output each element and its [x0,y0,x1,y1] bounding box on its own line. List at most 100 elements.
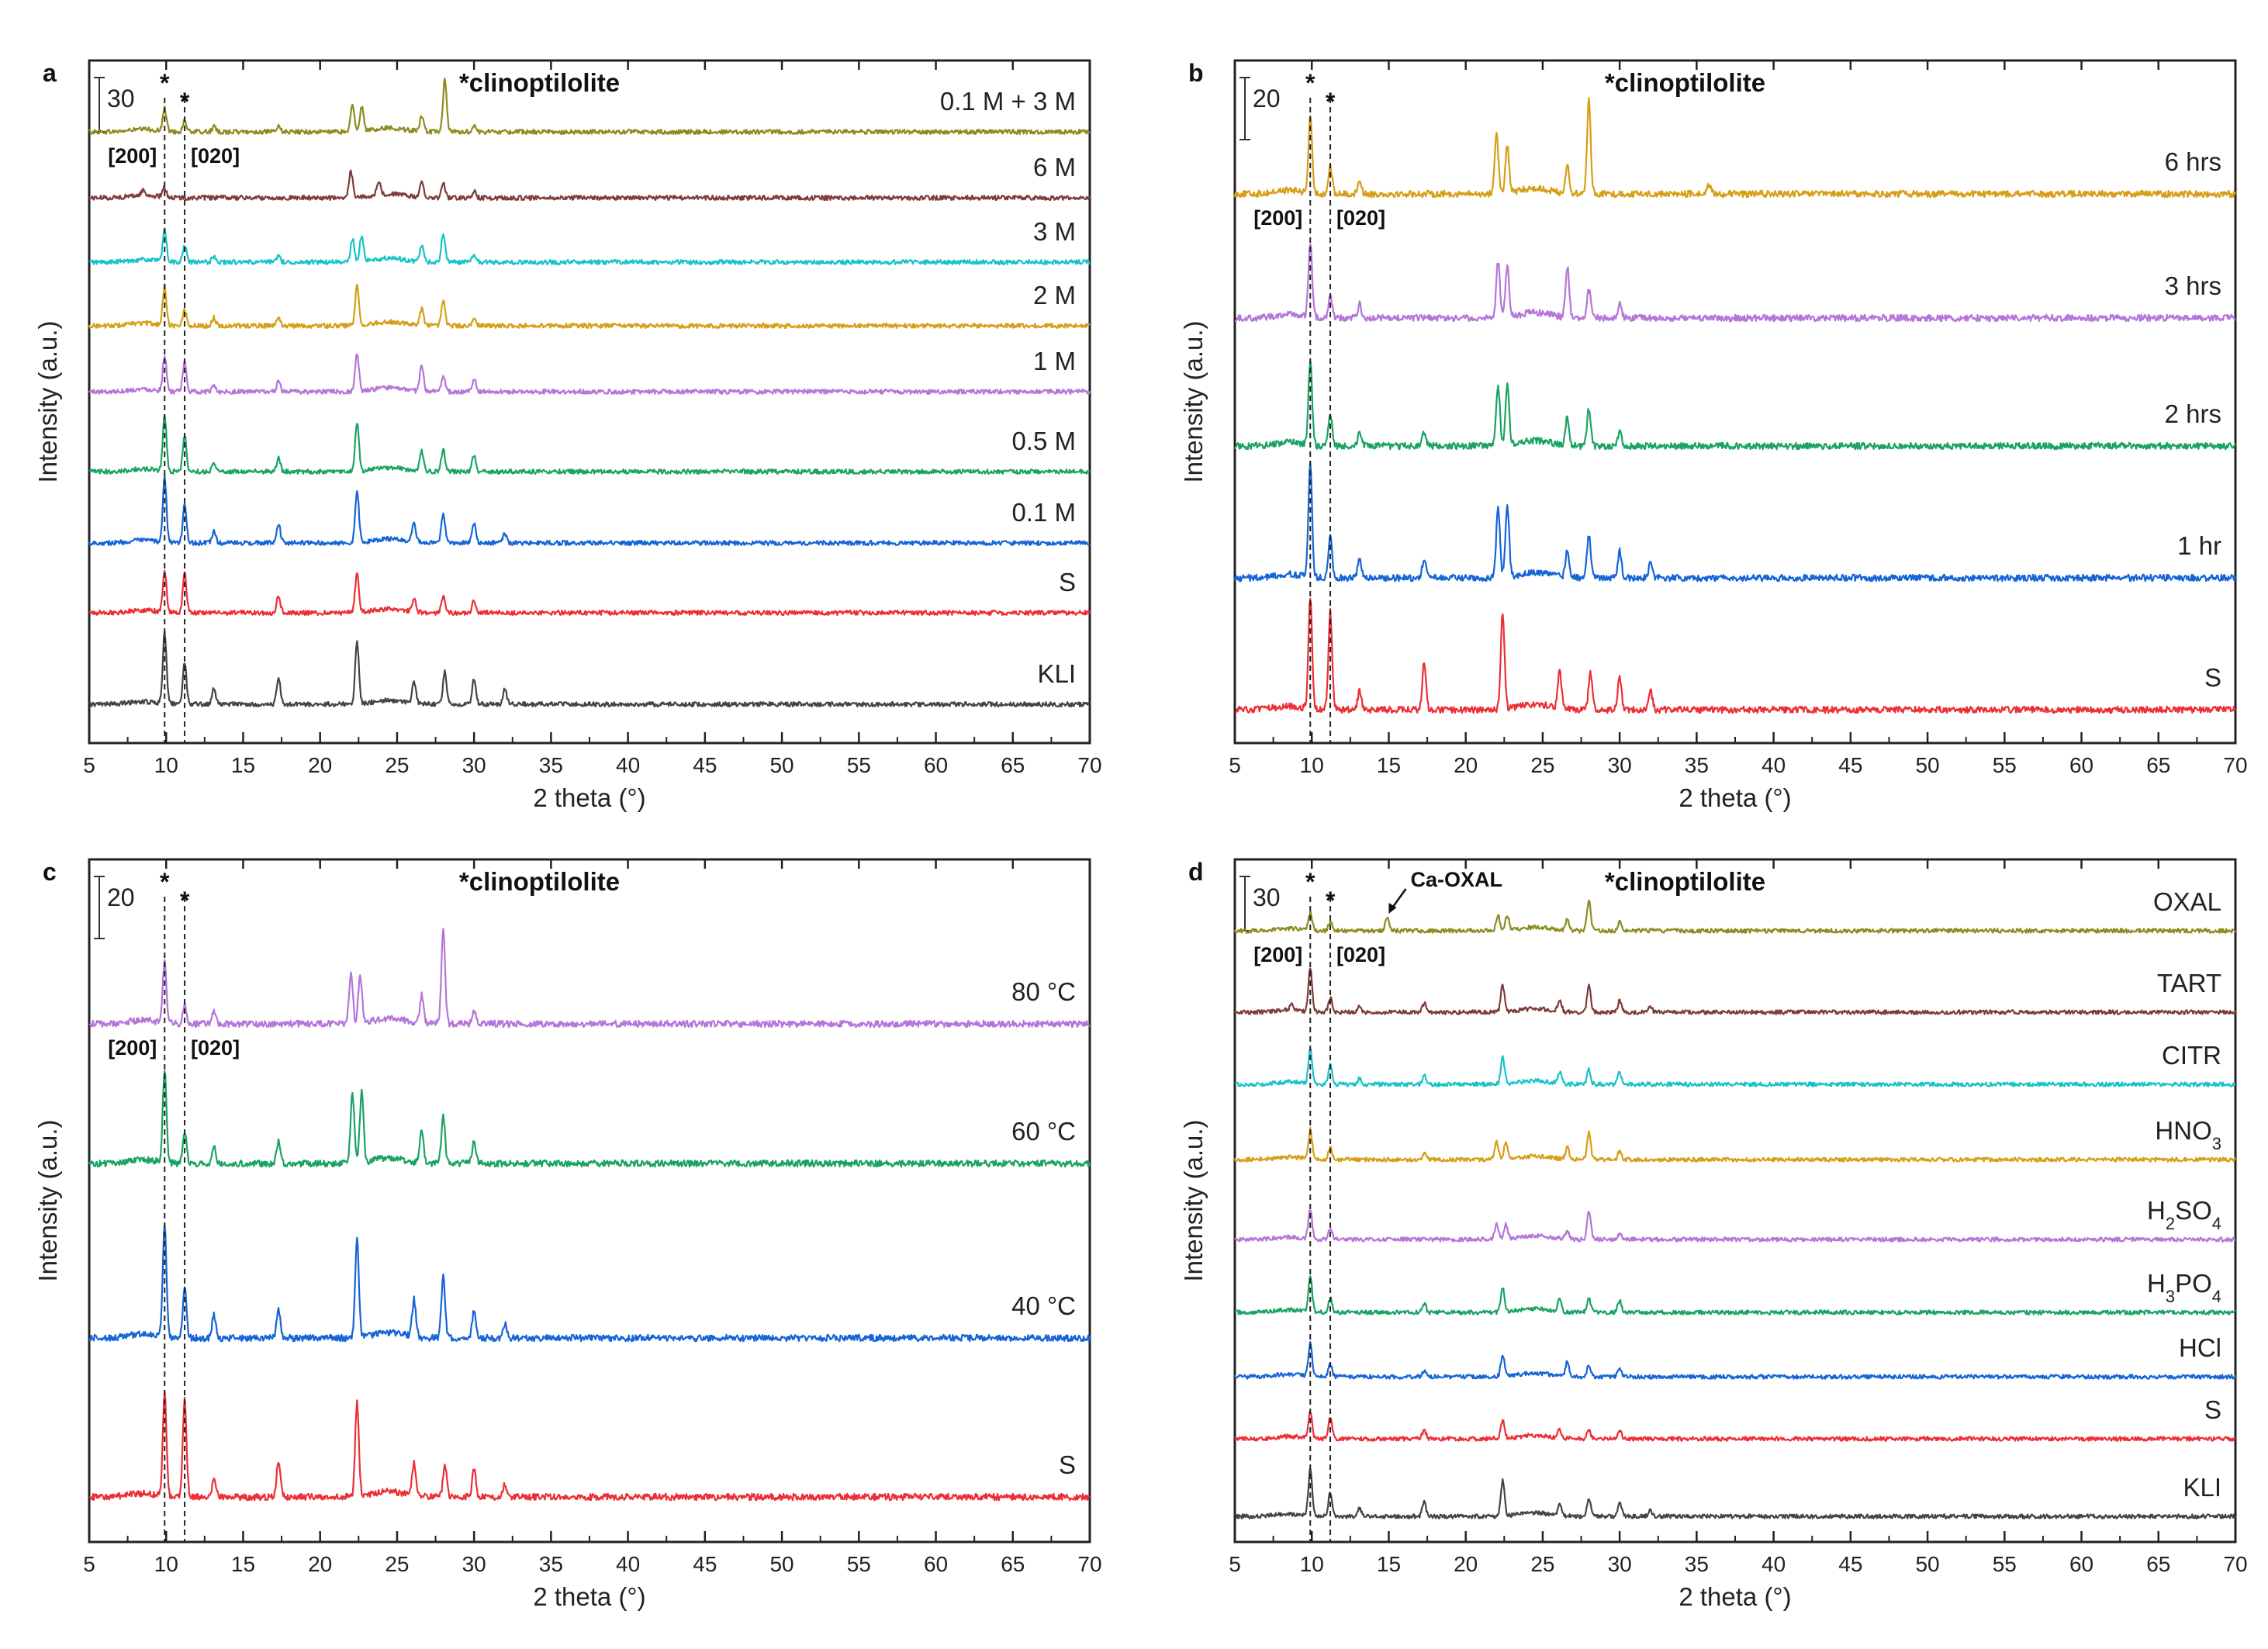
x-tick-label: 5 [83,1552,95,1576]
scale-bar-label: 30 [1253,883,1281,911]
xrd-trace [88,283,1091,329]
phase-label: *clinoptilolite [1605,867,1765,896]
x-tick-label: 40 [616,1552,640,1576]
panel-b-trace-labels: 6 hrs 3 hrs 2 hrs 1 hr S [2165,147,2221,692]
trace-label: 0.1 M + 3 M [940,87,1076,116]
x-tick-label: 40 [1762,753,1786,777]
x-tick-label: 70 [2223,1552,2247,1576]
panel-c: 5 10 15 20 25 30 35 40 45 50 55 60 65 70 2 theta (°) In… [33,858,1102,1611]
panel-d-x-ticks: 5 10 15 20 25 30 35 40 45 50 55 60 65 70 2 theta (°) In… [1179,858,2248,1611]
x-tick-label: 65 [1001,753,1025,777]
phase-label: *clinoptilolite [1605,68,1765,97]
trace-label: 40 °C [1011,1291,1076,1320]
x-tick-label: 50 [1915,753,1939,777]
trace-label: KLI [1037,659,1076,688]
trace-label: S [1059,1450,1076,1479]
scale-bar-label: 20 [1253,85,1281,112]
panel-b-reflection-markers: * * [200] [020] [1253,69,1385,743]
reflection-020-label: [020] [191,1036,240,1060]
x-tick-label: 40 [616,753,640,777]
panel-d-traces [1233,899,2237,1519]
xrd-trace [88,227,1091,265]
panel-c-x-ticks: 5 10 15 20 25 30 35 40 45 50 55 60 65 70 2 theta (°) In… [33,858,1102,1611]
reflection-020-label: [020] [191,144,240,168]
trace-label: 60 °C [1011,1117,1076,1146]
x-tick-label: 5 [1229,1552,1241,1576]
y-axis-label: Intensity (a.u.) [33,320,62,482]
x-tick-label: 20 [1454,753,1478,777]
trace-label: 2 M [1033,281,1076,309]
x-tick-label: 55 [1993,1552,2017,1576]
x-tick-label: 20 [1454,1552,1478,1576]
panel-c-reflection-markers: * * [200] [020] [108,868,240,1542]
x-tick-label: 40 [1762,1552,1786,1576]
xrd-trace [1234,1209,2236,1243]
panel-b-traces [1233,97,2237,714]
trace-label: TART [2157,969,2221,997]
x-tick-label: 45 [1838,1552,1862,1576]
panel-letter: a [43,59,57,87]
x-axis-label: 2 theta (°) [533,783,645,812]
trace-label: 1 hr [2177,531,2221,560]
x-axis-label: 2 theta (°) [533,1582,645,1611]
xrd-trace [1233,899,2237,934]
x-tick-label: 35 [539,753,563,777]
xrd-trace [1234,243,2236,323]
star-marker: * [160,69,170,97]
x-tick-label: 10 [1300,753,1324,777]
xrd-trace [1234,1467,2236,1519]
trace-label: KLI [2183,1473,2221,1502]
x-tick-label: 15 [231,1552,255,1576]
xrd-trace [1233,97,2237,199]
panel-letter: d [1188,858,1204,886]
x-tick-label: 60 [924,753,948,777]
ca-oxal-annotation: Ca-OXAL [1410,868,1502,891]
x-tick-label: 45 [693,1552,717,1576]
trace-label: 0.5 M [1011,427,1076,455]
x-tick-label: 55 [847,753,871,777]
trace-label: HCl [2179,1333,2221,1362]
x-tick-label: 15 [1377,753,1401,777]
panel-letter: b [1188,59,1204,87]
x-tick-label: 10 [154,753,178,777]
x-tick-label: 15 [231,753,255,777]
x-tick-label: 20 [308,1552,332,1576]
x-tick-label: 35 [539,1552,563,1576]
x-tick-label: 25 [385,1552,409,1576]
x-tick-label: 50 [769,753,793,777]
x-tick-label: 10 [1300,1552,1324,1576]
y-axis-label: Intensity (a.u.) [1179,1119,1208,1281]
xrd-trace [1234,967,2237,1015]
panel-a-reflection-markers: * * [200] [020] [108,69,240,743]
xrd-trace [88,474,1091,547]
x-tick-label: 25 [385,753,409,777]
star-marker: * [180,88,190,116]
phase-label: *clinoptilolite [459,68,620,97]
x-tick-label: 5 [1229,753,1241,777]
reflection-020-label: [020] [1336,206,1385,230]
x-tick-label: 25 [1530,1552,1554,1576]
reflection-020-label: [020] [1336,943,1385,966]
x-axis-label: 2 theta (°) [1679,1582,1791,1611]
trace-label: 0.1 M [1011,498,1076,527]
x-tick-label: 60 [2069,753,2093,777]
x-tick-label: 30 [462,1552,486,1576]
panel-b-frame [1233,59,2237,745]
reflection-200-label: [200] [108,144,157,168]
star-marker: * [180,887,190,914]
x-tick-label: 35 [1685,753,1709,777]
panel-b: 5 10 15 20 25 30 35 40 45 50 55 60 65 70 2 theta (°) In… [1179,59,2248,812]
panel-letter: c [43,858,57,886]
reflection-200-label: [200] [1253,943,1302,966]
trace-label: H2SO4 [2147,1196,2221,1233]
xrd-trace [1233,1126,2237,1163]
xrd-trace [1234,1411,2236,1442]
panel-c-trace-labels: 80 °C 60 °C 40 °C S [1011,977,1076,1479]
x-tick-label: 55 [1993,753,2017,777]
xrd-trace [88,630,1091,708]
x-tick-label: 20 [308,753,332,777]
trace-label: OXAL [2153,887,2221,916]
panel-d-trace-labels: OXAL TART CITR HNO3 H2SO4 H3PO4 HCl S KLI [2147,887,2221,1502]
x-tick-label: 30 [1608,1552,1632,1576]
scale-bar-label: 20 [107,883,135,911]
